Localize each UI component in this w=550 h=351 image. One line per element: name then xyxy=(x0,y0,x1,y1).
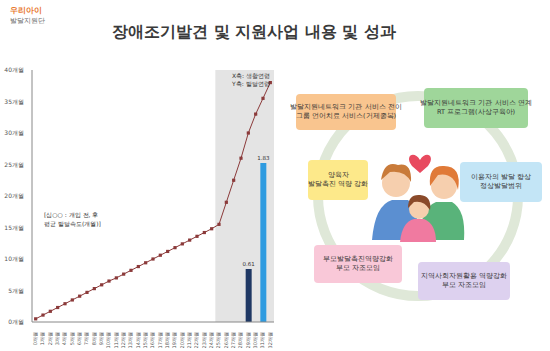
svg-text:0개월: 0개월 xyxy=(8,318,24,325)
html-text:정상발달범위: 정상발달범위 xyxy=(480,182,522,190)
svg-text:31개월: 31개월 xyxy=(259,332,265,348)
svg-text:14개월: 14개월 xyxy=(135,332,141,348)
svg-text:10개월: 10개월 xyxy=(105,332,111,348)
html-text:RT 프로그램(사상구육아): RT 프로그램(사상구육아) xyxy=(436,108,516,116)
svg-text:12개월: 12개월 xyxy=(120,332,126,348)
html-text:X축: 생활연령: X축: 생활연령 xyxy=(232,72,270,79)
svg-text:9개월: 9개월 xyxy=(98,332,104,345)
svg-text:25개월: 25개월 xyxy=(215,332,221,348)
svg-text:23개월: 23개월 xyxy=(201,332,207,348)
html-text:[심○○ : 개입 전, 후: [심○○ : 개입 전, 후 xyxy=(44,211,99,218)
html-text:발달지원네트워크 기관 서비스 전이: 발달지원네트워크 기관 서비스 전이 xyxy=(290,103,402,111)
html-text:발달촉진 역량 강화: 발달촉진 역량 강화 xyxy=(307,180,369,188)
svg-text:25개월: 25개월 xyxy=(4,161,24,168)
svg-text:40개월: 40개월 xyxy=(4,66,24,73)
svg-text:7개월: 7개월 xyxy=(83,332,89,345)
svg-text:11개월: 11개월 xyxy=(113,332,119,348)
svg-text:10개월: 10개월 xyxy=(4,255,24,262)
svg-text:8개월: 8개월 xyxy=(91,332,97,345)
svg-text:6개월: 6개월 xyxy=(76,332,82,345)
html-text:그룹 언어치료 서비스(거제종복): 그룹 언어치료 서비스(거제종복) xyxy=(295,112,397,120)
html-text:발달지원단: 발달지원단 xyxy=(10,17,45,25)
svg-text:20개월: 20개월 xyxy=(179,332,185,348)
svg-text:28개월: 28개월 xyxy=(237,332,243,348)
svg-text:16개월: 16개월 xyxy=(149,332,155,348)
svg-text:5개월: 5개월 xyxy=(69,332,75,345)
svg-text:32개월: 32개월 xyxy=(267,332,273,348)
svg-text:24개월: 24개월 xyxy=(208,332,214,348)
html-text:발달지원네트워크 기관 서비스 연계: 발달지원네트워크 기관 서비스 연계 xyxy=(420,99,532,107)
svg-text:20개월: 20개월 xyxy=(4,192,24,199)
html-text:부모 자조모임: 부모 자조모임 xyxy=(336,264,380,272)
svg-text:30개월: 30개월 xyxy=(4,129,24,136)
html-text:Y축: 발달연령: Y축: 발달연령 xyxy=(232,80,270,87)
svg-text:15개월: 15개월 xyxy=(4,224,24,231)
html-text:양육자: 양육자 xyxy=(327,171,349,179)
svg-text:1개월: 1개월 xyxy=(39,332,45,345)
svg-text:4개월: 4개월 xyxy=(61,332,67,345)
svg-text:17개월: 17개월 xyxy=(157,332,163,348)
html-text:부모발달촉진역량강화: 부모발달촉진역량강화 xyxy=(323,255,393,263)
svg-text:2개월: 2개월 xyxy=(47,332,53,345)
svg-text:29개월: 29개월 xyxy=(245,332,251,348)
html-text:지역사회자원활용 역량강화: 지역사회자원활용 역량강화 xyxy=(421,272,507,280)
svg-text:26개월: 26개월 xyxy=(223,332,229,348)
svg-text:27개월: 27개월 xyxy=(230,332,236,348)
svg-text:19개월: 19개월 xyxy=(171,332,177,348)
html-text:장애조기발견 및 지원사업 내용 및 성과: 장애조기발견 및 지원사업 내용 및 성과 xyxy=(112,22,396,41)
svg-text:30개월: 30개월 xyxy=(252,332,258,348)
svg-text:1.83: 1.83 xyxy=(257,155,270,161)
svg-text:15개월: 15개월 xyxy=(142,332,148,348)
svg-text:0개월: 0개월 xyxy=(32,332,38,345)
svg-text:3개월: 3개월 xyxy=(54,332,60,345)
html-text:우리아이: 우리아이 xyxy=(10,6,42,15)
svg-text:0.61: 0.61 xyxy=(243,261,255,267)
svg-text:22개월: 22개월 xyxy=(193,332,199,348)
svg-text:18개월: 18개월 xyxy=(164,332,170,348)
svg-text:5개월: 5개월 xyxy=(8,287,24,294)
html-text:평균 발달속도(개월)]: 평균 발달속도(개월)] xyxy=(44,220,101,227)
svg-text:13개월: 13개월 xyxy=(127,332,133,348)
html-text:부모 자조모임: 부모 자조모임 xyxy=(442,281,486,289)
svg-text:35개월: 35개월 xyxy=(4,98,24,105)
svg-text:21개월: 21개월 xyxy=(186,332,192,348)
html-text:이용자의 발달 향상: 이용자의 발달 향상 xyxy=(470,173,532,181)
